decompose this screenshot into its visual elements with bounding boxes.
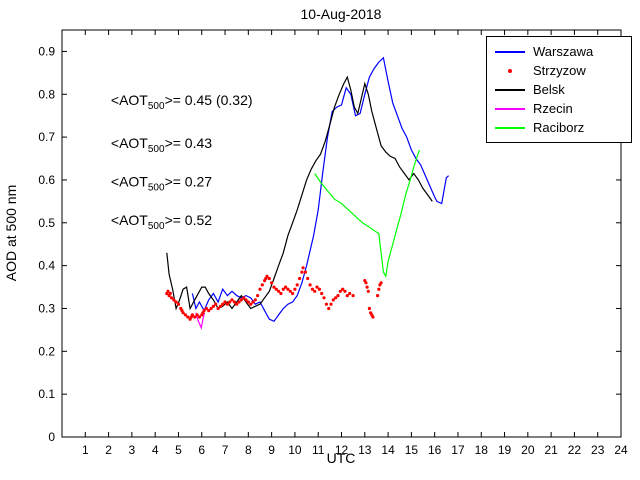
annotation-text: >= 0.45 (0.32) bbox=[165, 92, 253, 108]
x-tick-label: 8 bbox=[245, 443, 252, 457]
x-tick-label: 23 bbox=[591, 443, 605, 457]
series-strzyzow-dots bbox=[165, 266, 383, 321]
annotation-aot-strzyzow: <AOT500>= 0.45 (0.32) bbox=[111, 92, 253, 112]
annotation-subscript: 500 bbox=[148, 144, 165, 155]
legend-label: Belsk bbox=[533, 82, 565, 97]
y-tick-label: 0.6 bbox=[38, 173, 55, 187]
x-tick-label: 9 bbox=[268, 443, 275, 457]
y-tick-label: 0.1 bbox=[38, 387, 55, 401]
x-tick-label: 12 bbox=[335, 443, 349, 457]
series-raciborz-line bbox=[314, 149, 421, 279]
legend-sample-rzecin bbox=[495, 107, 525, 110]
annotation-aot-rzecin: <AOT500>= 0.27 bbox=[111, 173, 212, 193]
y-tick-label: 0.9 bbox=[38, 44, 55, 58]
x-tick-label: 16 bbox=[428, 443, 442, 457]
legend-sample-belsk bbox=[495, 88, 525, 91]
x-tick-label: 10 bbox=[288, 443, 302, 457]
legend-label: Warszawa bbox=[533, 44, 594, 59]
annotation-text: <AOT bbox=[111, 92, 148, 108]
legend-item-belsk: Belsk bbox=[495, 80, 623, 99]
legend-label: Strzyzow bbox=[533, 63, 586, 78]
x-tick-label: 15 bbox=[405, 443, 419, 457]
x-tick-label: 4 bbox=[152, 443, 159, 457]
x-tick-label: 7 bbox=[222, 443, 229, 457]
legend-item-strzyzow: Strzyzow bbox=[495, 61, 623, 80]
axes: 1 2 3 4 5 6 7 8 9 10 11 12 13 14 15 16 17 18 19 20 21 22 23 240… bbox=[38, 29, 628, 457]
legend: Warszawa Strzyzow Belsk Rzecin Raciborz bbox=[486, 36, 632, 143]
annotation-subscript: 500 bbox=[148, 101, 165, 112]
annotation-subscript: 500 bbox=[148, 221, 165, 232]
legend-sample-warszawa bbox=[495, 50, 525, 53]
x-tick-label: 3 bbox=[129, 443, 136, 457]
legend-label: Rzecin bbox=[533, 101, 573, 116]
chart-title: 10-Aug-2018 bbox=[301, 6, 382, 22]
x-tick-label: 1 bbox=[82, 443, 89, 457]
x-tick-label: 18 bbox=[475, 443, 489, 457]
legend-item-rzecin: Rzecin bbox=[495, 99, 623, 118]
x-tick-label: 13 bbox=[358, 443, 372, 457]
annotation-text: <AOT bbox=[111, 212, 148, 228]
x-tick-label: 22 bbox=[568, 443, 582, 457]
x-tick-label: 6 bbox=[198, 443, 205, 457]
x-tick-label: 19 bbox=[498, 443, 512, 457]
x-tick-label: 11 bbox=[312, 443, 325, 457]
annotation-text: >= 0.52 bbox=[165, 212, 213, 228]
y-tick-label: 0.5 bbox=[38, 216, 55, 230]
annotation-aot-belsk: <AOT500>= 0.43 bbox=[111, 135, 212, 155]
y-tick-label: 0 bbox=[48, 430, 55, 444]
x-tick-label: 20 bbox=[521, 443, 535, 457]
series-rzecin-line bbox=[195, 312, 206, 330]
legend-item-warszawa: Warszawa bbox=[495, 42, 623, 61]
x-axis-label: UTC bbox=[327, 450, 356, 466]
y-tick-label: 0.3 bbox=[38, 301, 55, 315]
annotation-subscript: 500 bbox=[148, 182, 165, 193]
y-tick-label: 0.4 bbox=[38, 259, 55, 273]
x-tick-label: 17 bbox=[451, 443, 465, 457]
x-tick-label: 24 bbox=[614, 443, 628, 457]
y-tick-label: 0.8 bbox=[38, 87, 55, 101]
x-tick-label: 5 bbox=[175, 443, 182, 457]
annotation-aot-raciborz: <AOT500>= 0.52 bbox=[111, 212, 212, 232]
legend-label: Raciborz bbox=[533, 120, 585, 135]
series-layer bbox=[165, 56, 450, 330]
annotation-text: >= 0.27 bbox=[165, 173, 213, 189]
annotation-text: >= 0.43 bbox=[165, 135, 213, 151]
legend-sample-raciborz bbox=[495, 126, 525, 129]
annotation-text: <AOT bbox=[111, 135, 148, 151]
y-tick-label: 0.7 bbox=[38, 130, 55, 144]
annotation-text: <AOT bbox=[111, 173, 148, 189]
x-tick-label: 21 bbox=[544, 443, 558, 457]
y-axis-label: AOD at 500 nm bbox=[3, 185, 19, 282]
x-tick-label: 2 bbox=[105, 443, 112, 457]
annotations: <AOT500>= 0.45 (0.32) <AOT500>= 0.43 <AO… bbox=[111, 92, 253, 232]
series-warszawa-line bbox=[191, 56, 450, 323]
legend-item-raciborz: Raciborz bbox=[495, 118, 623, 137]
y-tick-label: 0.2 bbox=[38, 344, 55, 358]
series-belsk-line bbox=[166, 75, 433, 311]
x-tick-label: 14 bbox=[381, 443, 395, 457]
